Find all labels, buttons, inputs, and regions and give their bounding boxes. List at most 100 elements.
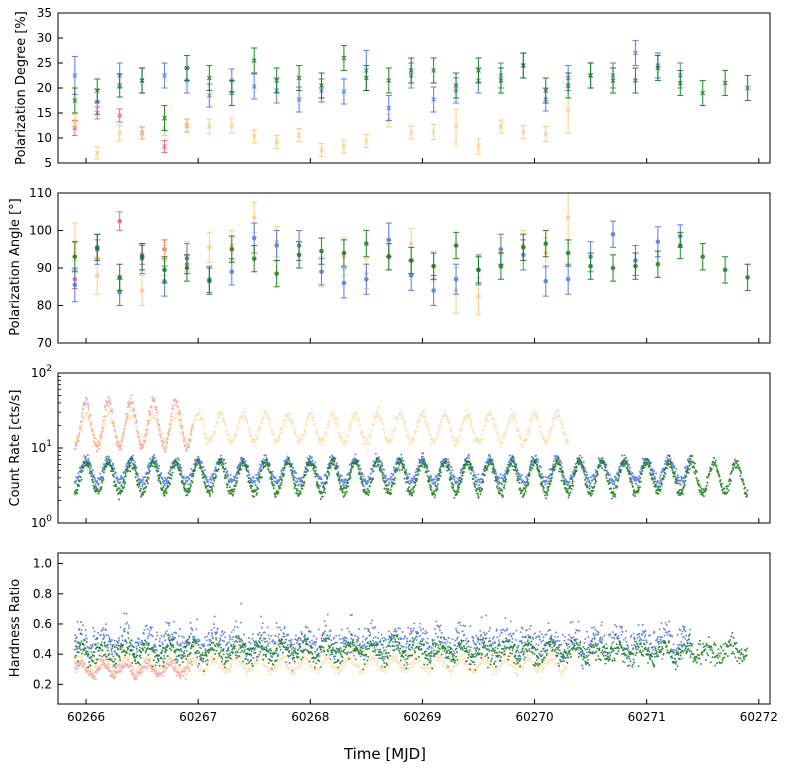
count-rate-point	[389, 439, 392, 442]
count-rate-point	[140, 443, 143, 446]
count-rate-point	[559, 463, 562, 466]
count-rate-point	[473, 433, 476, 436]
count-rate-point	[704, 490, 707, 493]
count-rate-point	[226, 486, 229, 489]
count-rate-point	[687, 460, 690, 463]
count-rate-point	[270, 429, 273, 432]
count-rate-point	[326, 426, 329, 429]
count-rate-point	[355, 411, 358, 414]
data-point-green	[722, 69, 729, 97]
count-rate-point	[592, 478, 595, 481]
count-rate-point	[275, 440, 278, 443]
count-rate-point	[209, 481, 212, 484]
count-rate-point	[181, 431, 184, 434]
data-point-blue	[565, 263, 572, 295]
count-rate-point	[82, 408, 85, 411]
count-rate-point	[234, 434, 237, 437]
count-rate-point	[133, 466, 136, 469]
count-rate-point	[88, 415, 91, 418]
count-rate-point	[558, 470, 561, 473]
count-rate-point	[75, 443, 78, 446]
count-rate-point	[364, 444, 367, 447]
count-rate-point	[351, 415, 354, 418]
count-rate-point	[257, 487, 260, 490]
count-rate-point	[320, 440, 323, 443]
count-rate-point	[151, 412, 154, 415]
count-rate-point	[159, 434, 162, 437]
count-rate-point	[253, 441, 256, 444]
count-rate-point	[79, 475, 82, 478]
count-rate-point	[379, 417, 382, 420]
count-rate-point	[296, 437, 299, 440]
count-rate-point	[95, 438, 98, 441]
count-rate-point	[150, 406, 153, 409]
count-rate-point	[386, 435, 389, 438]
count-rate-point	[223, 468, 226, 471]
count-rate-point	[346, 436, 349, 439]
count-rate-point	[120, 484, 123, 487]
count-rate-point	[537, 460, 540, 463]
count-rate-point	[104, 408, 107, 411]
count-rate-point	[634, 495, 637, 498]
count-rate-point	[695, 476, 698, 479]
count-rate-point	[97, 482, 100, 485]
count-rate-point	[171, 416, 174, 419]
count-rate-point	[380, 418, 383, 421]
count-rate-point	[92, 440, 95, 443]
count-rate-point	[497, 433, 500, 436]
count-rate-point	[180, 422, 183, 425]
count-rate-point	[364, 478, 367, 481]
count-rate-point	[421, 455, 424, 458]
count-rate-point	[263, 411, 266, 414]
count-rate-point	[144, 433, 147, 436]
count-rate-point	[264, 410, 267, 413]
count-rate-point	[708, 472, 711, 475]
data-point-blue	[251, 73, 258, 100]
count-rate-point	[229, 437, 232, 440]
count-rate-point	[351, 417, 354, 420]
count-rate-point	[413, 475, 416, 478]
count-rate-point	[421, 465, 424, 468]
count-rate-point	[87, 404, 90, 407]
count-rate-point	[204, 474, 207, 477]
count-rate-point	[347, 428, 350, 431]
count-rate-point	[75, 444, 78, 447]
count-rate-point	[97, 492, 100, 495]
count-rate-point	[105, 414, 108, 417]
count-rate-point	[282, 469, 285, 472]
count-rate-point	[241, 413, 244, 416]
data-point-green	[318, 237, 325, 265]
count-rate-point	[223, 421, 226, 424]
count-rate-point	[518, 429, 521, 432]
count-rate-point	[472, 470, 475, 473]
count-rate-point	[392, 473, 395, 476]
count-rate-point	[112, 463, 115, 466]
count-rate-point	[116, 443, 119, 446]
count-rate-point	[348, 473, 351, 476]
count-rate-point	[186, 447, 189, 450]
count-rate-point	[602, 459, 605, 462]
count-rate-point	[314, 469, 317, 472]
data-point-blue	[340, 267, 347, 299]
count-rate-point	[342, 442, 345, 445]
count-rate-point	[528, 473, 531, 476]
count-rate-point	[545, 480, 548, 483]
count-rate-point	[558, 413, 561, 416]
count-rate-point	[498, 486, 501, 489]
count-rate-point	[112, 467, 115, 470]
count-rate-point	[312, 466, 315, 469]
count-rate-point	[95, 449, 98, 452]
count-rate-point	[208, 438, 211, 441]
count-rate-point	[437, 433, 440, 436]
count-rate-point	[350, 421, 353, 424]
count-rate-point	[191, 426, 194, 429]
count-rate-point	[359, 467, 362, 470]
count-rate-point	[95, 444, 98, 447]
count-rate-point	[133, 413, 136, 416]
count-rate-point	[449, 426, 452, 429]
count-rate-point	[381, 422, 384, 425]
count-rate-point	[385, 438, 388, 441]
count-rate-point	[239, 419, 242, 422]
count-rate-point	[292, 421, 295, 424]
count-rate-point	[443, 412, 446, 415]
